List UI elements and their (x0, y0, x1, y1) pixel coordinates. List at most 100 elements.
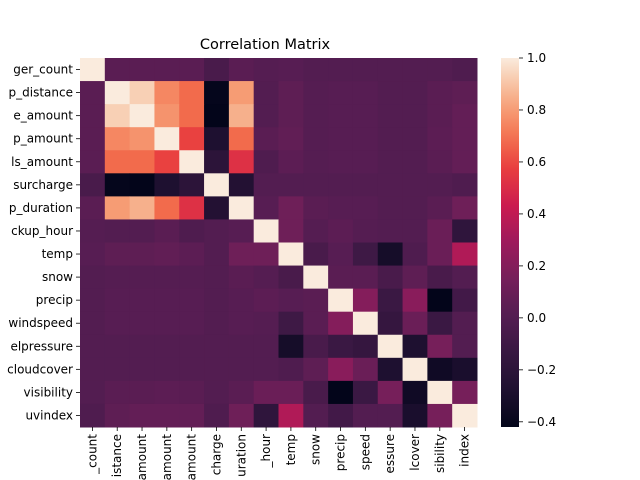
heatmap-cell (427, 265, 453, 290)
heatmap-cell (402, 150, 428, 174)
y-tick-label: uvindex (25, 408, 73, 422)
heatmap-cell (328, 81, 354, 105)
y-tick-label: cloudcover (7, 362, 73, 376)
heatmap-cell (129, 196, 155, 220)
heatmap-cell (228, 288, 255, 313)
colorbar-tick-label: −0.2 (527, 363, 556, 377)
heatmap-cell (328, 150, 354, 174)
heatmap-cell (154, 380, 180, 405)
heatmap-cell (303, 127, 329, 151)
heatmap-cell (104, 311, 131, 336)
x-tick-label: speed (358, 434, 372, 470)
heatmap-cell (352, 334, 379, 359)
x-tick-label: charge (209, 434, 223, 475)
heatmap-cell (179, 357, 205, 382)
heatmap-cell (328, 104, 354, 128)
y-tick-label: p_distance (9, 86, 73, 100)
heatmap-cell (352, 265, 379, 290)
heatmap-cell (228, 265, 255, 290)
y-tick-label: p_amount (13, 132, 73, 146)
x-tick-label: snow (309, 434, 323, 465)
heatmap-cell (104, 196, 131, 220)
heatmap-cell (377, 150, 404, 174)
heatmap-cell (352, 104, 379, 128)
heatmap-cell (402, 334, 428, 359)
heatmap-cell (129, 81, 155, 105)
heatmap-cell (129, 380, 155, 405)
heatmap-cell (452, 127, 478, 151)
heatmap-cell (129, 403, 155, 428)
heatmap-cell (278, 81, 304, 105)
heatmap-cell (352, 81, 379, 105)
heatmap-cell (253, 334, 279, 359)
heatmap-cell (452, 311, 478, 336)
heatmap-cell (179, 150, 205, 174)
heatmap-cell (303, 242, 329, 267)
heatmap-cell (377, 380, 404, 405)
heatmap-cell (204, 150, 230, 174)
heatmap-cell (427, 288, 453, 313)
heatmap-cell (278, 127, 304, 151)
x-tick-label: essure (383, 434, 397, 474)
heatmap-cell (80, 173, 106, 197)
heatmap-cell (452, 380, 478, 405)
heatmap-cell (253, 81, 279, 105)
heatmap-cell (154, 219, 180, 243)
heatmap-cell (129, 311, 155, 336)
heatmap-cell (179, 380, 205, 405)
heatmap-cell (253, 58, 279, 82)
heatmap-cell (204, 219, 230, 243)
heatmap-cell (427, 127, 453, 151)
heatmap-cell (278, 403, 304, 428)
heatmap-cell (80, 380, 106, 405)
heatmap-cell (129, 104, 155, 128)
heatmap-cell (179, 173, 205, 197)
heatmap-cell (253, 150, 279, 174)
heatmap-cell (278, 173, 304, 197)
heatmap-cell (253, 265, 279, 290)
y-tick-label: precip (36, 293, 73, 307)
heatmap-cell (452, 219, 478, 243)
heatmap-cell (328, 403, 354, 428)
heatmap-cell (402, 219, 428, 243)
heatmap-cell (154, 150, 180, 174)
heatmap-cell (253, 242, 279, 267)
heatmap-cell (104, 334, 131, 359)
heatmap-cell (427, 196, 453, 220)
y-tick-label: ls_amount (11, 155, 73, 169)
heatmap-cell (352, 242, 379, 267)
heatmap-cell (154, 58, 180, 82)
heatmap-cell (154, 104, 180, 128)
heatmap-cell (402, 127, 428, 151)
heatmap-cell (328, 265, 354, 290)
heatmap-cell (253, 357, 279, 382)
heatmap-cell (104, 380, 131, 405)
heatmap-cell (278, 265, 304, 290)
heatmap-cell (104, 58, 131, 82)
heatmap-cell (328, 334, 354, 359)
heatmap-cell (179, 219, 205, 243)
heatmap-cell (104, 265, 131, 290)
heatmap-cell (228, 219, 255, 243)
chart-title: Correlation Matrix (200, 37, 331, 53)
heatmap-cell (402, 196, 428, 220)
x-tick-label: temp (284, 434, 298, 465)
heatmap-cell (402, 81, 428, 105)
heatmap-cell (179, 403, 205, 428)
colorbar-tick-label: 0.2 (527, 259, 546, 273)
heatmap-cell (154, 357, 180, 382)
heatmap-cell (154, 403, 180, 428)
heatmap-cell (303, 357, 329, 382)
heatmap-cell (328, 242, 354, 267)
heatmap-cell (352, 127, 379, 151)
heatmap-cell (204, 265, 230, 290)
heatmap-cell (278, 288, 304, 313)
heatmap-cell (402, 58, 428, 82)
heatmap-cell (427, 219, 453, 243)
heatmap-cell (129, 219, 155, 243)
heatmap-cell (377, 127, 404, 151)
heatmap-cell (129, 265, 155, 290)
heatmap-cell (253, 219, 279, 243)
heatmap-cell (427, 81, 453, 105)
heatmap-cell (303, 380, 329, 405)
